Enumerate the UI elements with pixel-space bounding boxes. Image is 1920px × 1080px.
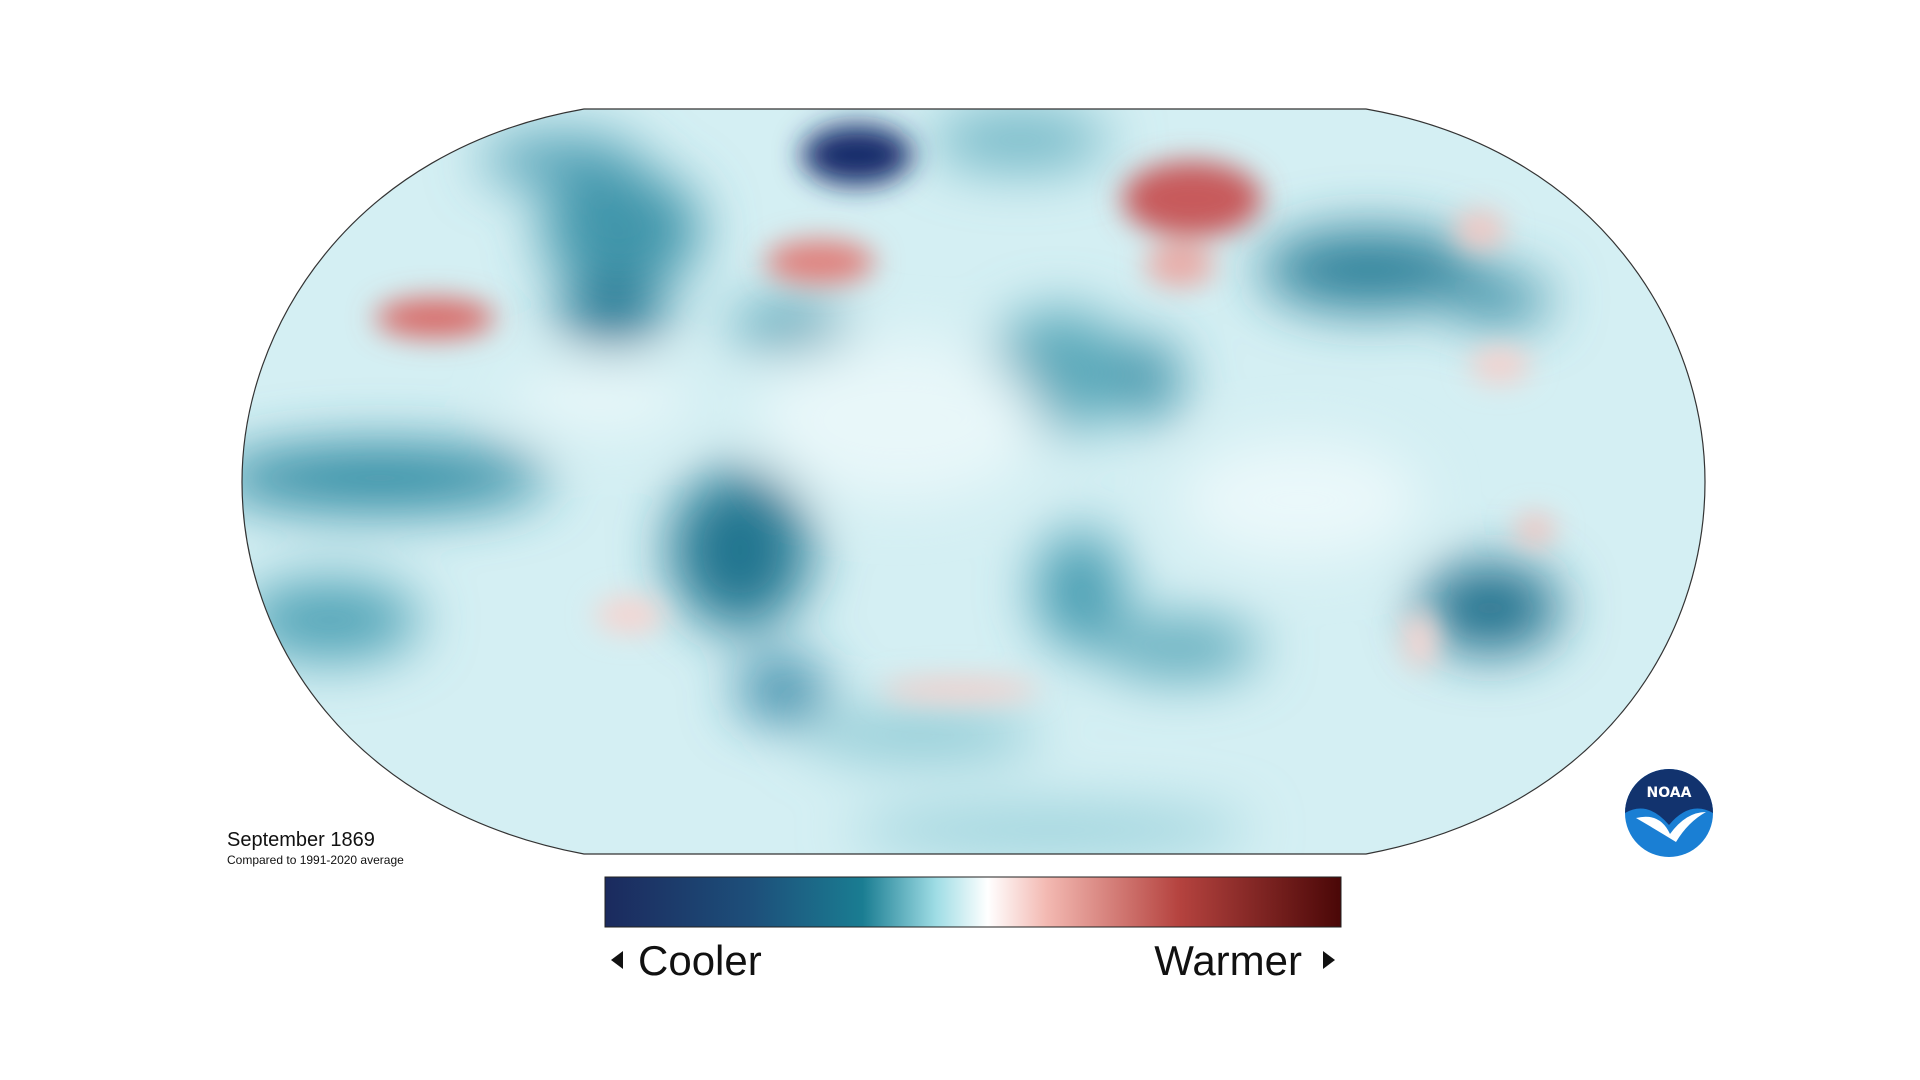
anomaly-field — [242, 109, 1705, 854]
noaa-logo: NOAA — [1625, 769, 1713, 857]
warmer-label: Warmer — [1154, 937, 1302, 984]
date-label: September 1869 — [227, 829, 375, 851]
map-outline — [241, 108, 1706, 855]
logo-text: NOAA — [1647, 785, 1692, 801]
warmer-arrow — [1323, 951, 1335, 969]
cooler-arrow — [611, 951, 623, 969]
color-bar — [604, 876, 1342, 928]
cooler-label: Cooler — [638, 937, 762, 984]
baseline-label: Compared to 1991-2020 average — [227, 853, 404, 867]
